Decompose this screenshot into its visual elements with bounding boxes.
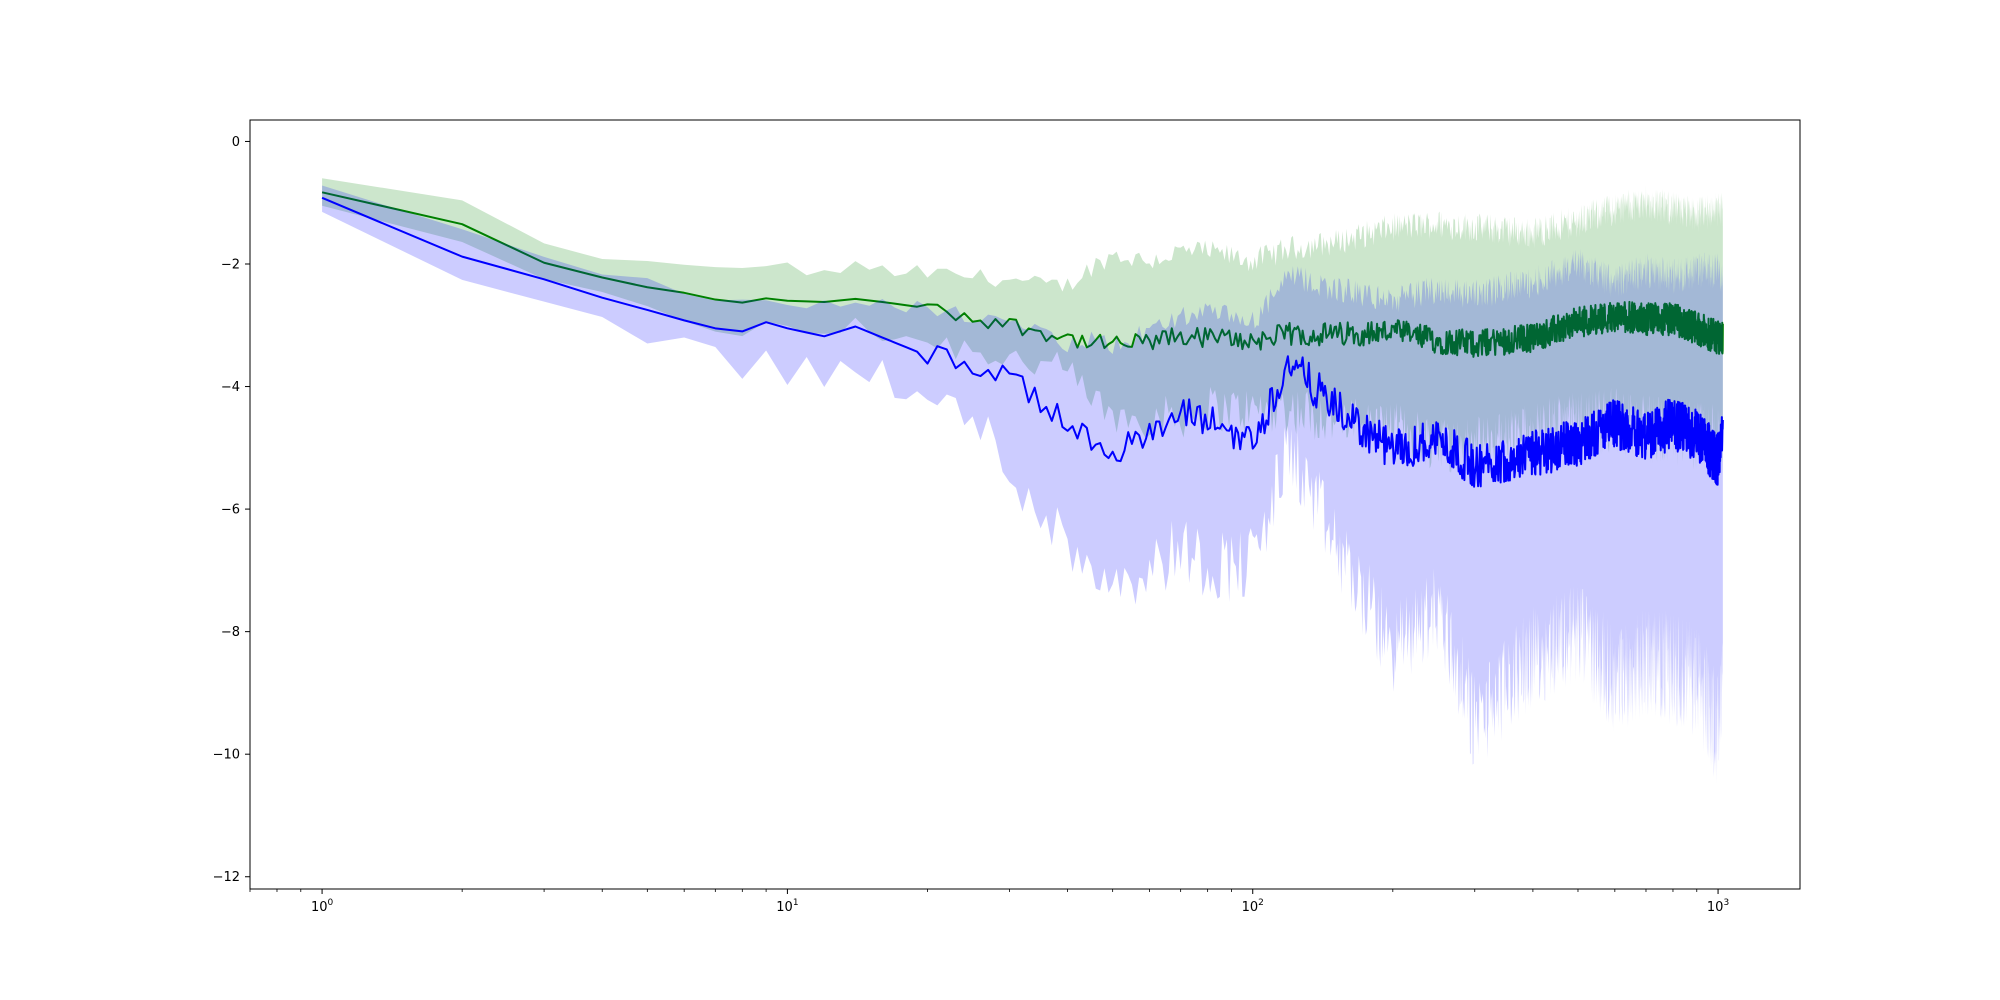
y-axis: 0 −2 −4 −6 −8 −10 −12 xyxy=(213,135,250,885)
y-tick-label: −6 xyxy=(221,503,240,518)
y-tick-label: −4 xyxy=(221,380,240,395)
plot-content xyxy=(321,178,1724,785)
x-tick-label: 102 xyxy=(1242,898,1264,915)
x-axis: 100 101 102 103 xyxy=(249,889,1729,915)
series-1-line xyxy=(321,196,1724,488)
y-tick-label: −8 xyxy=(221,625,240,640)
series-0-band xyxy=(322,178,1723,477)
series-1-band xyxy=(322,185,1723,785)
y-tick-label: −10 xyxy=(213,748,240,763)
y-tick-label: −2 xyxy=(221,257,240,272)
x-tick-label: 103 xyxy=(1707,898,1729,915)
x-tick-label: 100 xyxy=(311,898,334,915)
series-0-line xyxy=(321,191,1724,358)
y-tick-label: 0 xyxy=(232,135,240,150)
y-tick-label: −12 xyxy=(213,870,240,885)
plot-frame xyxy=(249,119,1801,890)
x-tick-label: 101 xyxy=(776,898,798,915)
